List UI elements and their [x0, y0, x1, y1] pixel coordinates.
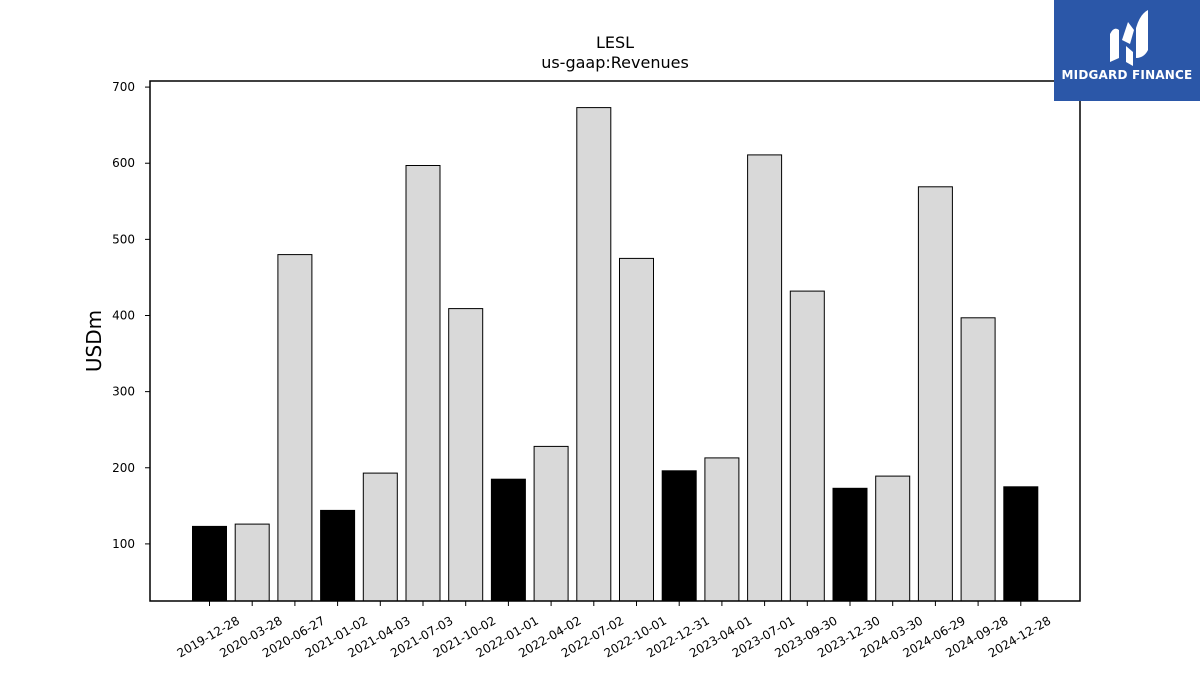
plot-frame	[149, 80, 1081, 602]
bar-2020-03-28	[234, 523, 270, 602]
bars-group	[192, 107, 1039, 602]
chart-subtitle: us-gaap:Revenues	[541, 53, 689, 72]
bar-2023-04-01	[704, 457, 740, 602]
y-tick-label: 600	[112, 156, 135, 170]
bar-2023-09-30	[789, 290, 825, 602]
y-axis-label: USDm	[82, 310, 106, 372]
logo-text: MIDGARD FINANCE	[1061, 68, 1193, 82]
bar-2021-10-02	[448, 308, 484, 602]
y-tick-label: 700	[112, 80, 135, 94]
bar-2023-12-30	[832, 487, 868, 602]
bar-2024-12-28	[1003, 486, 1039, 602]
x-ticks-group: 2019-12-282020-03-282020-06-272021-01-02…	[175, 601, 1053, 660]
bar-2022-12-31	[661, 470, 697, 602]
bar-2021-04-03	[362, 472, 398, 602]
bar-2024-03-30	[875, 475, 911, 602]
bar-2021-01-02	[320, 509, 356, 602]
bar-2023-07-01	[747, 154, 783, 602]
y-tick-label: 100	[112, 537, 135, 551]
midgard-logo-icon	[1110, 10, 1148, 66]
bar-2019-12-28	[192, 525, 227, 602]
y-tick-label: 500	[112, 232, 135, 246]
bar-2021-07-03	[405, 165, 441, 602]
midgard-finance-logo: MIDGARD FINANCE	[1054, 0, 1200, 101]
bar-2022-10-01	[619, 257, 654, 602]
y-tick-label: 300	[112, 385, 135, 399]
bar-2022-04-02	[533, 445, 569, 602]
y-ticks-group: 100 200 300 400 500 600 700	[112, 80, 150, 551]
bar-2022-07-02	[576, 107, 612, 602]
y-tick-label: 200	[112, 461, 135, 475]
bar-2020-06-27	[277, 254, 313, 602]
bar-2024-06-29	[917, 186, 953, 602]
y-tick-label: 400	[112, 308, 135, 322]
bar-2024-09-28	[960, 317, 996, 602]
chart-title: LESL	[596, 33, 634, 52]
bar-2022-01-01	[490, 478, 526, 602]
